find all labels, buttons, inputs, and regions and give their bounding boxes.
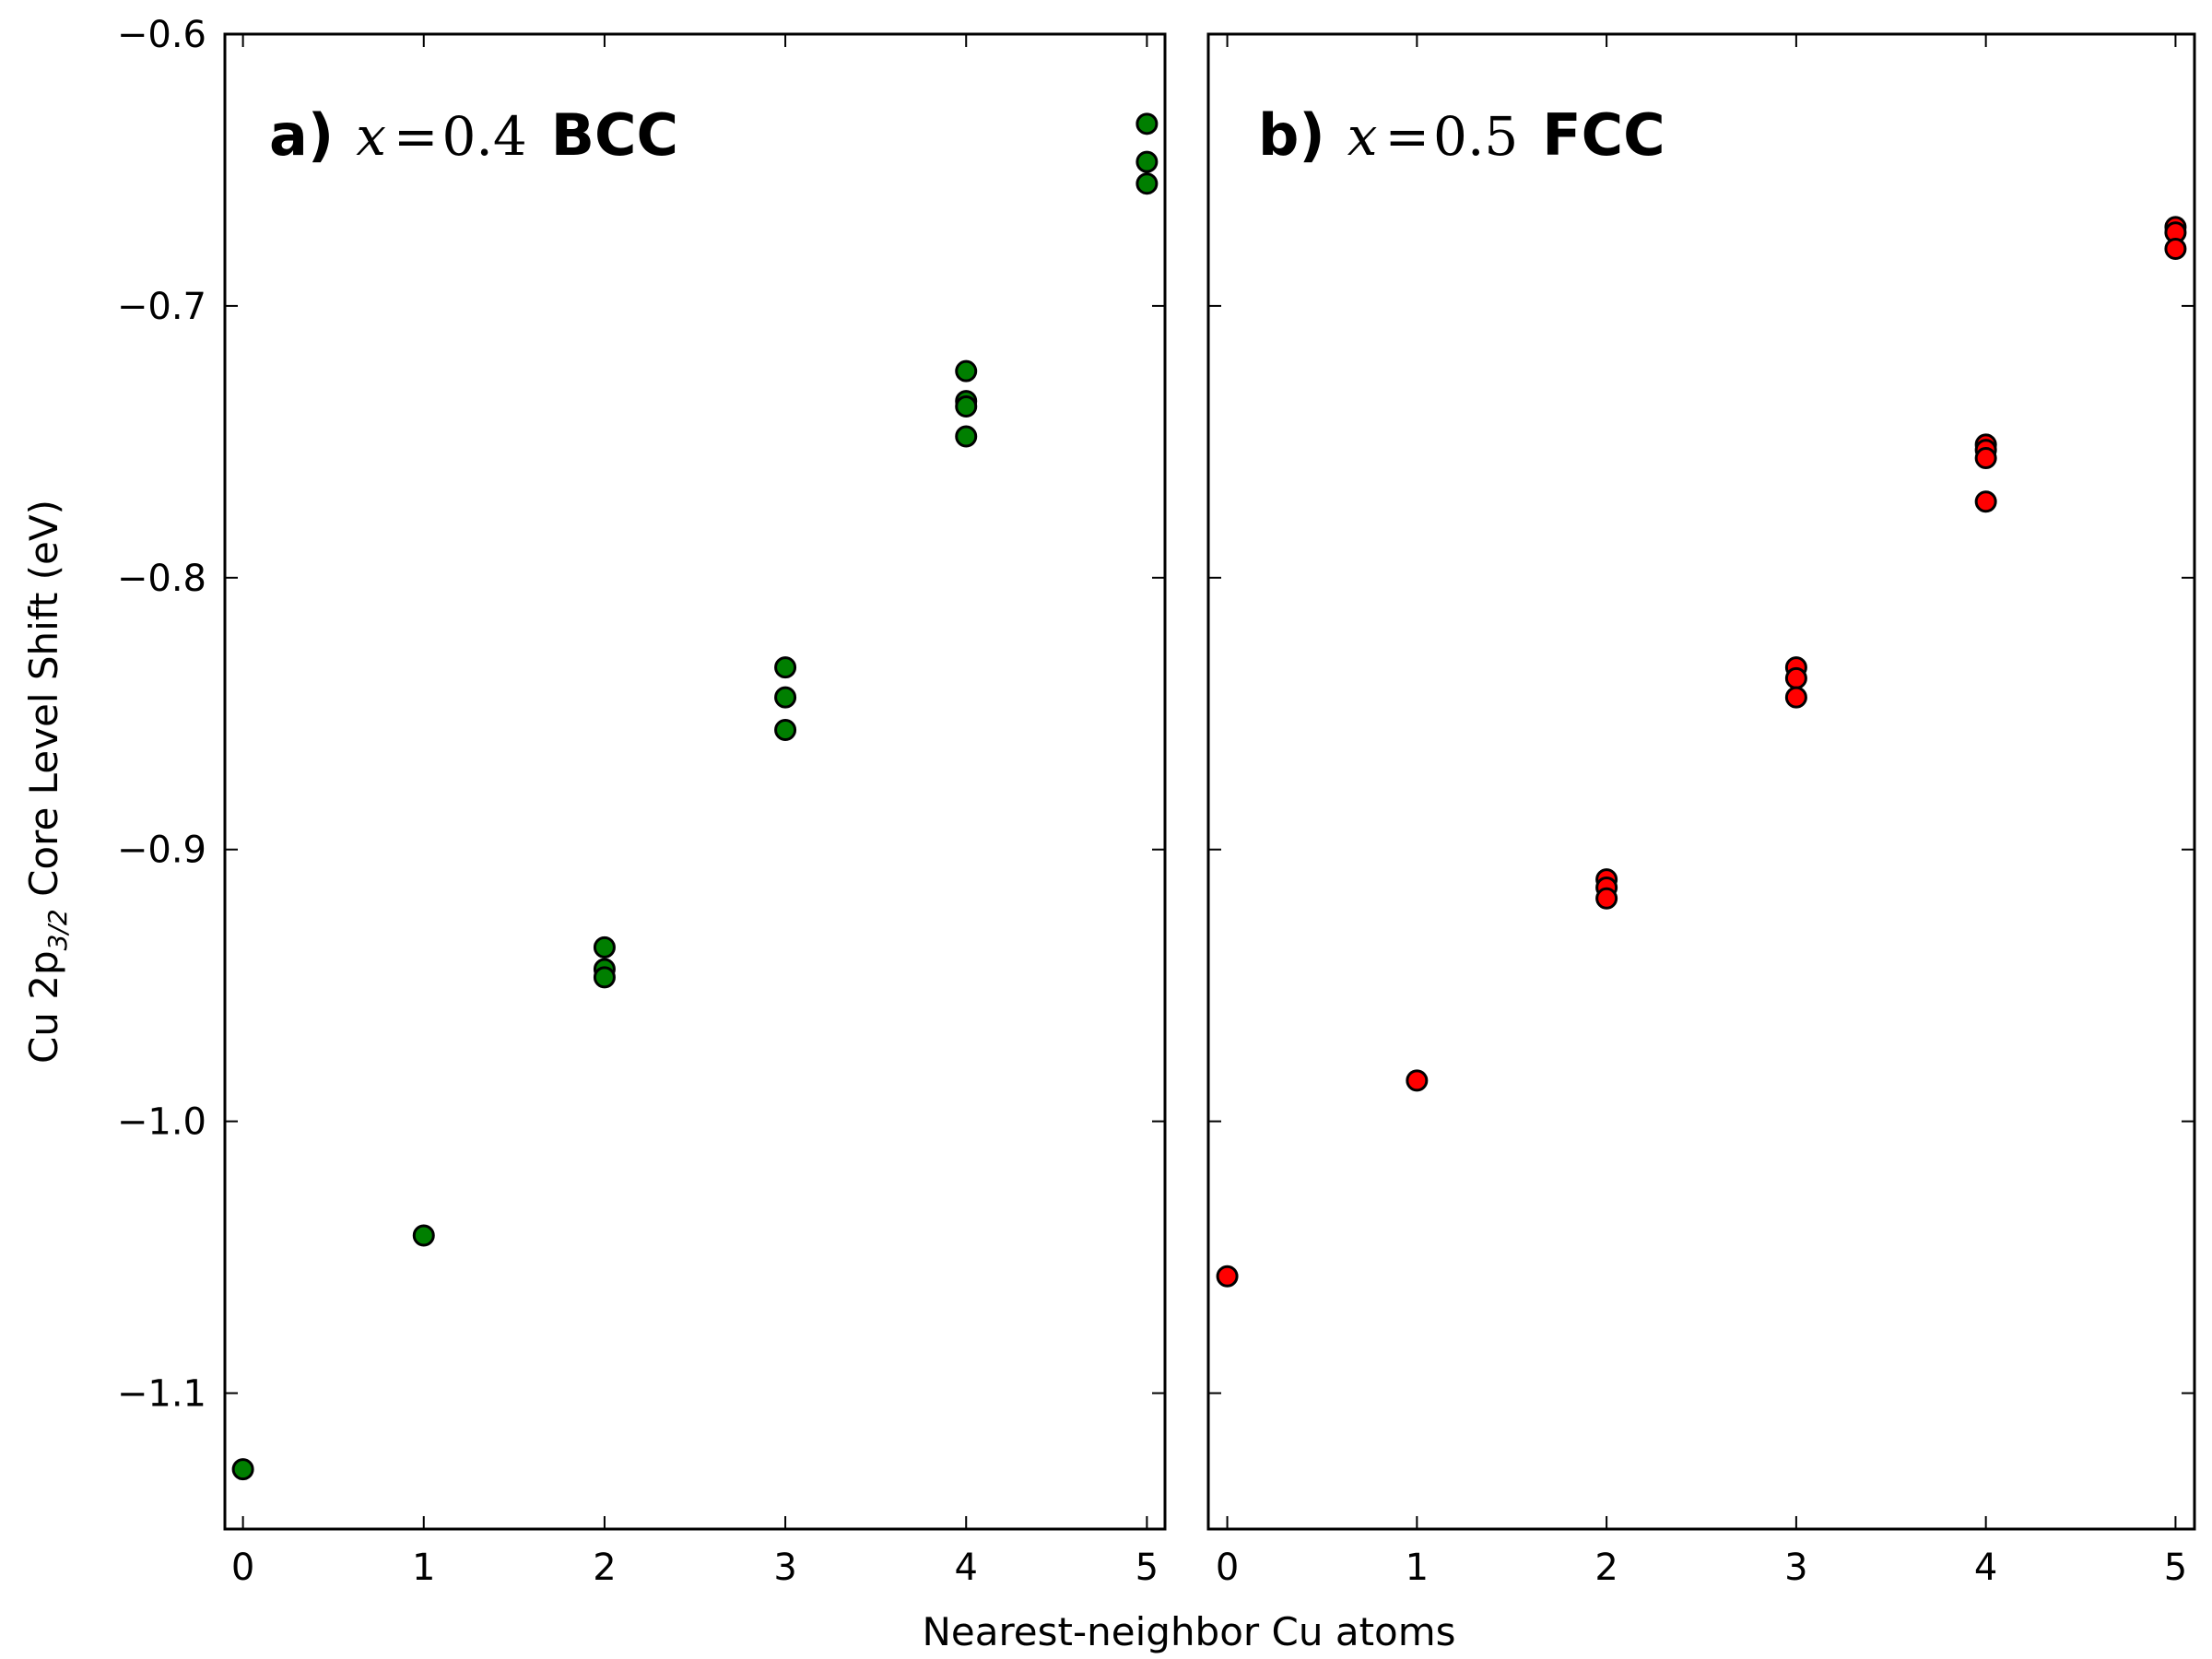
panel-a-y-tick-label: −0.7 xyxy=(117,286,206,328)
panel-a-data-point xyxy=(774,656,797,679)
panel-b-data-point xyxy=(1784,686,1807,709)
panel-b-frame xyxy=(1206,32,2196,1531)
panel-a-y-tick-label: −0.8 xyxy=(117,558,206,600)
y-axis-title-main: Cu 2p xyxy=(21,950,66,1064)
panel-b-phase: FCC xyxy=(1542,101,1665,169)
panel-a: 0 1 2 3 4 5 −0.6 −0.7 −0.8 −0.9 −1.0 −1.1 a) x = 0.… xyxy=(117,14,1167,1589)
panel-b-x-tick-label: 2 xyxy=(1594,1547,1618,1589)
panel-a-x-tick-label: 4 xyxy=(955,1547,978,1589)
panel-a-data-point xyxy=(955,395,978,418)
panel-a-label: a) x = 0.4 BCC xyxy=(269,101,678,169)
panel-a-data-point xyxy=(955,359,978,382)
panel-a-data-point xyxy=(774,718,797,741)
panel-b-data-point xyxy=(2164,237,2187,260)
panel-b-data-point xyxy=(1406,1069,1429,1092)
panel-a-x-tick-label: 1 xyxy=(412,1547,435,1589)
panel-a-data-point xyxy=(1135,172,1159,195)
panel-b-x-tick-label: 1 xyxy=(1406,1547,1429,1589)
y-axis-title: Cu 2p3/2 Core Level Shift (eV) xyxy=(21,500,73,1064)
panel-b-data-point xyxy=(1784,666,1807,689)
panel-b-x-tick-label: 5 xyxy=(2164,1547,2187,1589)
panel-a-x-tick-label: 2 xyxy=(593,1547,616,1589)
x-axis-title: Nearest-neighbor Cu atoms xyxy=(922,1609,1455,1654)
panel-b-data-point xyxy=(1595,887,1618,910)
panel-a-points xyxy=(231,112,1159,1481)
panel-b-label: b) x = 0.5 FCC xyxy=(1258,101,1665,169)
panel-a-eq: = xyxy=(394,105,439,168)
panel-b-x-tick-label: 0 xyxy=(1216,1547,1239,1589)
panel-a-x-tick-label: 3 xyxy=(773,1547,796,1589)
panel-b-letter: b) xyxy=(1258,101,1325,169)
panel-a-phase: BCC xyxy=(551,101,678,169)
panel-b-eq: = xyxy=(1384,105,1430,168)
panel-a-data-point xyxy=(1135,150,1159,173)
panel-a-y-tick-label: −1.0 xyxy=(117,1101,206,1144)
panel-b-data-point xyxy=(1216,1265,1239,1288)
panel-a-data-point xyxy=(593,935,616,959)
panel-b-ticks: 0 1 2 3 4 5 xyxy=(1208,33,2194,1589)
panel-a-num: 0.4 xyxy=(442,105,527,168)
y-axis-title-subscript: 3/2 xyxy=(42,909,73,950)
panel-a-y-tick-label: −0.9 xyxy=(117,830,206,872)
panel-b: 0 1 2 3 4 5 b) x = 0.5 FCC xyxy=(1206,32,2196,1589)
panel-a-var: x xyxy=(356,105,386,168)
panel-a-frame xyxy=(223,32,1167,1531)
panel-a-data-point xyxy=(412,1224,435,1247)
panel-a-ticks: 0 1 2 3 4 5 −0.6 −0.7 −0.8 −0.9 −1.0 −1.1 xyxy=(117,14,1165,1589)
panel-b-points xyxy=(1216,216,2187,1288)
panel-a-data-point xyxy=(231,1458,254,1481)
panel-a-data-point xyxy=(1135,112,1159,135)
panel-a-data-point xyxy=(774,686,797,709)
panel-b-x-tick-label: 3 xyxy=(1784,1547,1807,1589)
panel-b-x-tick-label: 4 xyxy=(1974,1547,1997,1589)
panel-a-data-point xyxy=(955,425,978,448)
panel-b-data-point xyxy=(1974,490,1997,513)
panel-a-x-tick-label: 5 xyxy=(1135,1547,1159,1589)
panel-a-y-tick-label: −1.1 xyxy=(117,1373,206,1416)
panel-a-x-tick-label: 0 xyxy=(231,1547,254,1589)
panel-a-letter: a) xyxy=(269,101,334,169)
panel-a-data-point xyxy=(593,966,616,989)
y-axis-title-rest: Core Level Shift (eV) xyxy=(21,500,66,909)
panel-a-y-tick-label: −0.6 xyxy=(117,14,206,56)
panel-b-data-point xyxy=(1974,447,1997,470)
panel-b-var: x xyxy=(1347,105,1378,168)
panel-b-num: 0.5 xyxy=(1433,105,1518,168)
